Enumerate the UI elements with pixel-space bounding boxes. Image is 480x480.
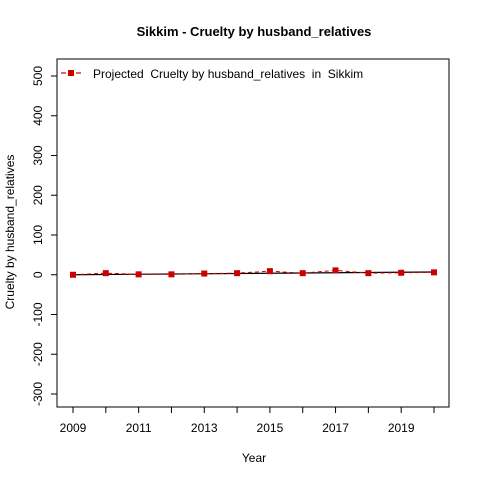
x-axis-label: Year <box>242 451 266 465</box>
y-tick-label: 100 <box>31 225 45 245</box>
y-axis: -300 -200 -100 0 100 200 300 400 500 <box>31 66 58 406</box>
x-tick-label: 2013 <box>191 421 218 435</box>
data-point <box>168 271 175 278</box>
y-tick-label: 300 <box>31 145 45 165</box>
x-tick-label: 2019 <box>388 421 415 435</box>
y-tick-label: 0 <box>31 271 45 278</box>
data-point <box>102 270 109 277</box>
y-tick-label: -200 <box>31 342 45 366</box>
legend: Projected Cruelty by husband_relatives i… <box>61 67 363 81</box>
data-point <box>266 268 273 275</box>
data-point <box>299 270 306 277</box>
y-axis-label: Cruelty by husband_relatives <box>3 155 17 310</box>
x-tick-label: 2009 <box>60 421 87 435</box>
data-point <box>332 267 339 274</box>
y-tick-label: -100 <box>31 302 45 326</box>
x-tick-label: 2017 <box>322 421 349 435</box>
data-point <box>70 271 76 278</box>
trend-line <box>72 271 435 276</box>
data-point <box>201 270 208 277</box>
y-tick-label: 400 <box>31 105 45 125</box>
legend-label: Projected Cruelty by husband_relatives i… <box>93 67 363 81</box>
legend-marker <box>68 70 74 76</box>
series-line <box>72 269 435 276</box>
chart-title: Sikkim - Cruelty by husband_relatives <box>137 24 372 39</box>
y-tick-label: 500 <box>31 66 45 86</box>
data-point <box>135 271 142 278</box>
series-group <box>70 267 437 278</box>
y-tick-label: 200 <box>31 185 45 205</box>
x-tick-label: 2011 <box>126 421 152 435</box>
data-point <box>431 269 437 276</box>
y-tick-label: -300 <box>31 382 45 406</box>
x-axis: 2009 2011 2013 2015 2017 2019 <box>60 406 435 435</box>
trend-line-group <box>72 271 435 276</box>
data-point <box>234 270 241 277</box>
plot-frame <box>56 58 450 408</box>
data-point <box>365 270 372 277</box>
data-point <box>398 269 405 276</box>
x-tick-label: 2015 <box>257 421 284 435</box>
